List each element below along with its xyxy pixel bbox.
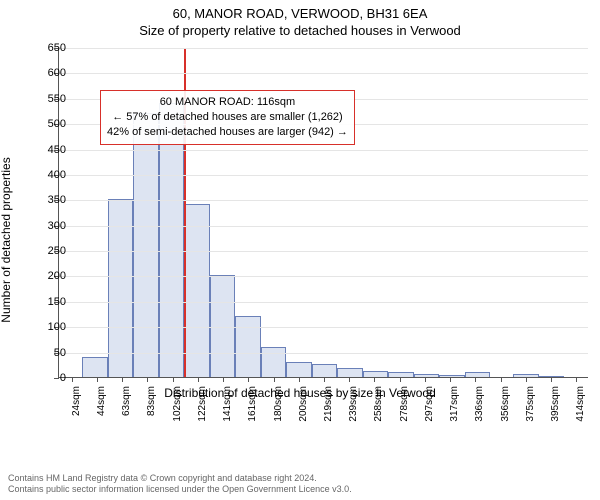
xtick-mark bbox=[72, 377, 73, 382]
bar bbox=[439, 375, 464, 377]
xtick-mark bbox=[425, 377, 426, 382]
gridline bbox=[59, 251, 588, 252]
xtick-mark bbox=[274, 377, 275, 382]
ytick-label: 100 bbox=[36, 321, 66, 333]
footer-line1: Contains HM Land Registry data © Crown c… bbox=[8, 473, 352, 485]
gridline bbox=[59, 226, 588, 227]
xtick-mark bbox=[576, 377, 577, 382]
bar bbox=[337, 368, 362, 377]
footer-line2: Contains public sector information licen… bbox=[8, 484, 352, 496]
page-title: 60, MANOR ROAD, VERWOOD, BH31 6EA bbox=[0, 0, 600, 21]
ytick-label: 500 bbox=[36, 118, 66, 130]
bar bbox=[286, 362, 311, 377]
xtick-mark bbox=[324, 377, 325, 382]
ytick-label: 550 bbox=[36, 93, 66, 105]
xtick-mark bbox=[248, 377, 249, 382]
xtick-mark bbox=[97, 377, 98, 382]
ytick-label: 450 bbox=[36, 144, 66, 156]
bar bbox=[261, 347, 286, 377]
xtick-mark bbox=[374, 377, 375, 382]
ytick-label: 350 bbox=[36, 194, 66, 206]
gridline bbox=[59, 276, 588, 277]
gridline bbox=[59, 150, 588, 151]
xtick-mark bbox=[223, 377, 224, 382]
xtick-mark bbox=[147, 377, 148, 382]
xtick-mark bbox=[299, 377, 300, 382]
bar bbox=[82, 357, 107, 377]
bar bbox=[414, 374, 439, 377]
gridline bbox=[59, 73, 588, 74]
ytick-label: 0 bbox=[36, 372, 66, 384]
xtick-mark bbox=[400, 377, 401, 382]
xtick-mark bbox=[526, 377, 527, 382]
bar bbox=[133, 113, 158, 377]
gridline bbox=[59, 327, 588, 328]
info-box-line2: ← 57% of detached houses are smaller (1,… bbox=[107, 110, 348, 125]
xtick-mark bbox=[173, 377, 174, 382]
gridline bbox=[59, 200, 588, 201]
info-box-line3: 42% of semi-detached houses are larger (… bbox=[107, 125, 348, 140]
ytick-label: 200 bbox=[36, 270, 66, 282]
gridline bbox=[59, 175, 588, 176]
bar bbox=[388, 372, 413, 377]
footer: Contains HM Land Registry data © Crown c… bbox=[8, 473, 352, 496]
ytick-label: 50 bbox=[36, 347, 66, 359]
ytick-label: 400 bbox=[36, 169, 66, 181]
xtick-mark bbox=[501, 377, 502, 382]
gridline bbox=[59, 302, 588, 303]
xtick-mark bbox=[450, 377, 451, 382]
info-box-line1: 60 MANOR ROAD: 116sqm bbox=[107, 95, 348, 110]
bar bbox=[465, 372, 490, 377]
info-box: 60 MANOR ROAD: 116sqm ← 57% of detached … bbox=[100, 90, 355, 145]
gridline bbox=[59, 48, 588, 49]
y-axis-label: Number of detached properties bbox=[0, 157, 13, 322]
gridline bbox=[59, 353, 588, 354]
ytick-label: 150 bbox=[36, 296, 66, 308]
xtick-mark bbox=[198, 377, 199, 382]
xtick-mark bbox=[349, 377, 350, 382]
ytick-label: 300 bbox=[36, 220, 66, 232]
ytick-label: 250 bbox=[36, 245, 66, 257]
xtick-mark bbox=[475, 377, 476, 382]
bar bbox=[312, 364, 337, 377]
page-subtitle: Size of property relative to detached ho… bbox=[0, 21, 600, 38]
bar bbox=[184, 204, 209, 377]
x-axis-label: Distribution of detached houses by size … bbox=[0, 386, 600, 400]
chart-container: Number of detached properties 0 50 100 150 2… bbox=[0, 40, 600, 440]
bar bbox=[235, 316, 260, 377]
xtick-mark bbox=[551, 377, 552, 382]
xtick-mark bbox=[122, 377, 123, 382]
ytick-label: 600 bbox=[36, 67, 66, 79]
ytick-label: 650 bbox=[36, 42, 66, 54]
